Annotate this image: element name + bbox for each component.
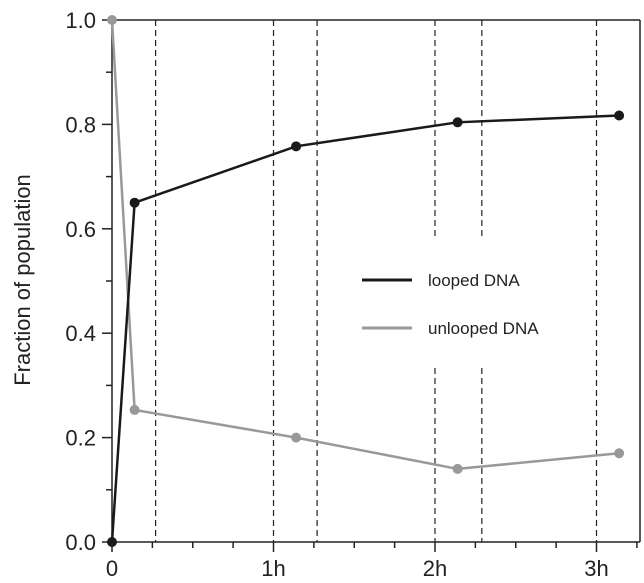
legend-label-looped-dna: looped DNA: [428, 271, 520, 290]
data-point-unlooped-dna: [107, 15, 117, 25]
y-tick-label: 1.0: [65, 8, 96, 33]
data-point-unlooped-dna: [452, 463, 463, 474]
series-layer: [107, 15, 625, 547]
data-point-looped-dna: [129, 197, 140, 208]
legend-label-unlooped-dna: unlooped DNA: [428, 319, 539, 338]
x-tick-label: 3h: [584, 556, 608, 581]
y-axis-title: Fraction of population: [10, 174, 35, 386]
x-tick-label: 0: [106, 556, 118, 581]
y-tick-label: 0.6: [65, 217, 96, 242]
data-point-unlooped-dna: [129, 404, 140, 415]
y-tick-label: 0.0: [65, 530, 96, 555]
data-point-looped-dna: [452, 117, 463, 128]
data-point-looped-dna: [291, 141, 302, 152]
series-line-unlooped-dna: [110, 19, 620, 471]
x-tick-label: 1h: [261, 556, 285, 581]
data-point-unlooped-dna: [291, 432, 302, 443]
data-point-looped-dna: [614, 110, 625, 121]
data-point-looped-dna: [107, 537, 117, 547]
y-tick-label: 0.8: [65, 112, 96, 137]
y-tick-label: 0.4: [65, 321, 96, 346]
x-tick-label: 2h: [423, 556, 447, 581]
y-tick-label: 0.2: [65, 426, 96, 451]
axes-layer: 0.0 0.2 0.4 0.6 0.8 1.0 0 1h 2h 3h: [65, 8, 641, 581]
data-point-unlooped-dna: [614, 448, 625, 459]
legend: looped DNA unlooped DNA: [362, 271, 539, 338]
